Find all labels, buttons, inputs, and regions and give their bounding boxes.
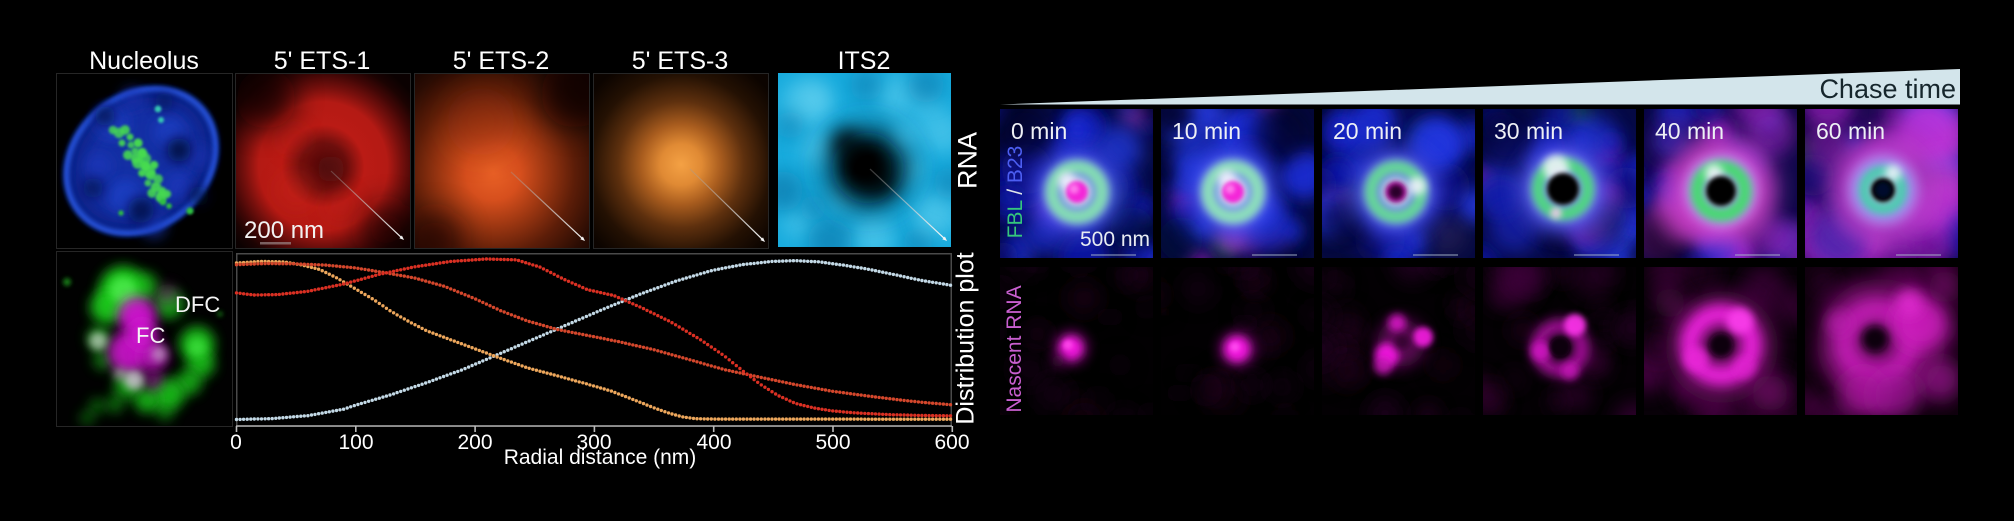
- svg-text:DFC: DFC: [175, 292, 220, 317]
- svg-text:10 min: 10 min: [1172, 118, 1241, 144]
- svg-text:0 min: 0 min: [1011, 118, 1067, 144]
- svg-text:30 min: 30 min: [1494, 118, 1563, 144]
- svg-text:FC: FC: [136, 323, 165, 348]
- svg-text:500 nm: 500 nm: [1080, 228, 1150, 251]
- svg-text:20 min: 20 min: [1333, 118, 1402, 144]
- svg-text:60 min: 60 min: [1816, 118, 1885, 144]
- svg-text:200 nm: 200 nm: [244, 217, 324, 244]
- svg-text:40 min: 40 min: [1655, 118, 1724, 144]
